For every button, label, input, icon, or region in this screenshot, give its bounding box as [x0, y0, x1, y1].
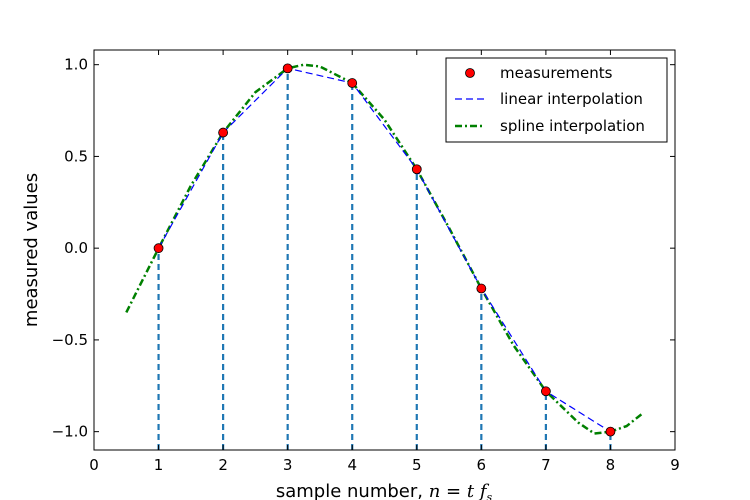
linear-interpolation-line — [158, 67, 611, 433]
x-tick-label: 9 — [670, 456, 680, 474]
spline-interpolation-line — [125, 63, 644, 435]
x-tick-label: 7 — [541, 456, 551, 474]
x-axis-label: sample number, n = t fs — [276, 481, 493, 500]
x-tick-label: 6 — [477, 456, 487, 474]
legend-box — [445, 57, 668, 143]
x-tick-label: 5 — [412, 456, 422, 474]
axis-ticks: 0 1 2 3 4 5 6 7 8 9 1.0 0.5 0.0 −0.5 −1.0 — [52, 50, 680, 474]
stem-lines — [157, 68, 612, 450]
measurement-point — [476, 283, 487, 294]
x-axis-label-n: n — [429, 481, 441, 500]
measurement-point — [218, 127, 229, 138]
plot-area — [93, 49, 676, 451]
data-series — [125, 63, 644, 437]
x-tick-label: 1 — [154, 456, 164, 474]
legend-label-spline: spline interpolation — [500, 117, 645, 135]
measurement-point — [540, 386, 551, 397]
x-axis-label-eq: = — [440, 481, 467, 500]
legend-label-linear: linear interpolation — [500, 90, 643, 108]
measurement-point — [411, 164, 422, 175]
x-tick-label: 3 — [283, 456, 293, 474]
y-tick-label: 0.0 — [64, 239, 88, 257]
measurement-point — [347, 78, 358, 88]
y-tick-label: −0.5 — [52, 331, 88, 349]
x-tick-label: 0 — [89, 456, 99, 474]
measurement-point — [605, 426, 616, 437]
legend-label-measurements: measurements — [500, 64, 613, 82]
x-axis-label-sub: s — [486, 491, 492, 500]
x-tick-label: 4 — [347, 456, 357, 474]
measurement-point — [282, 63, 293, 74]
x-tick-label: 8 — [606, 456, 616, 474]
x-tick-label: 2 — [218, 456, 228, 474]
x-axis-label-text: sample number, — [276, 481, 429, 500]
legend-marker-measurements — [465, 68, 475, 78]
y-tick-label: 1.0 — [64, 56, 88, 74]
y-tick-label: −1.0 — [52, 423, 88, 441]
x-axis-label-t: t — [467, 481, 475, 500]
legend: measurements linear interpolation spline… — [445, 57, 668, 143]
y-tick-label: 0.5 — [64, 147, 88, 165]
y-axis-label: measured values — [21, 173, 42, 327]
measurement-point — [153, 243, 164, 254]
